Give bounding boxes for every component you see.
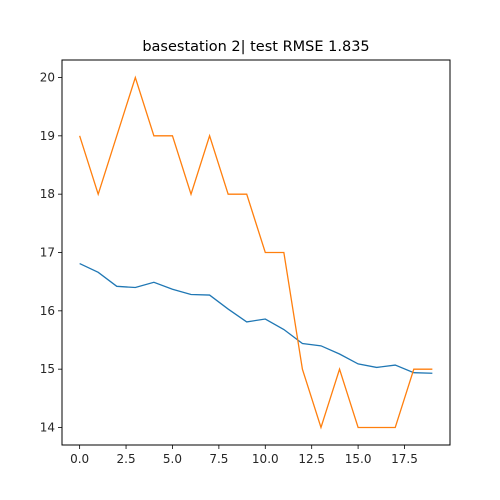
series-line-1 bbox=[79, 75, 433, 430]
x-tick-label: 10.0 bbox=[252, 452, 279, 466]
plot-frame bbox=[61, 59, 451, 446]
x-tick-label: 7.5 bbox=[209, 452, 228, 466]
x-tick-label: 5.0 bbox=[163, 452, 182, 466]
ticks-layer: 0.0 2.5 5.0 7.5 10.0 12.5 15.0 17.5 14 15 16 17 18 19… bbox=[40, 71, 418, 467]
x-tick-label: 0.0 bbox=[70, 452, 89, 466]
y-tick-label: 15 bbox=[40, 362, 55, 376]
x-tick-label: 17.5 bbox=[391, 452, 418, 466]
series-layer bbox=[79, 75, 433, 430]
y-tick-label: 19 bbox=[40, 129, 55, 143]
x-tick-label: 15.0 bbox=[345, 452, 372, 466]
y-tick-label: 16 bbox=[40, 304, 55, 318]
y-tick-label: 17 bbox=[40, 246, 55, 260]
y-tick-label: 20 bbox=[40, 71, 55, 85]
y-tick-label: 14 bbox=[40, 421, 55, 435]
chart-title: basestation 2| test RMSE 1.835 bbox=[142, 39, 369, 55]
x-tick-label: 2.5 bbox=[117, 452, 136, 466]
y-tick-label: 18 bbox=[40, 187, 55, 201]
x-tick-label: 12.5 bbox=[298, 452, 325, 466]
series-line-0 bbox=[79, 262, 433, 374]
